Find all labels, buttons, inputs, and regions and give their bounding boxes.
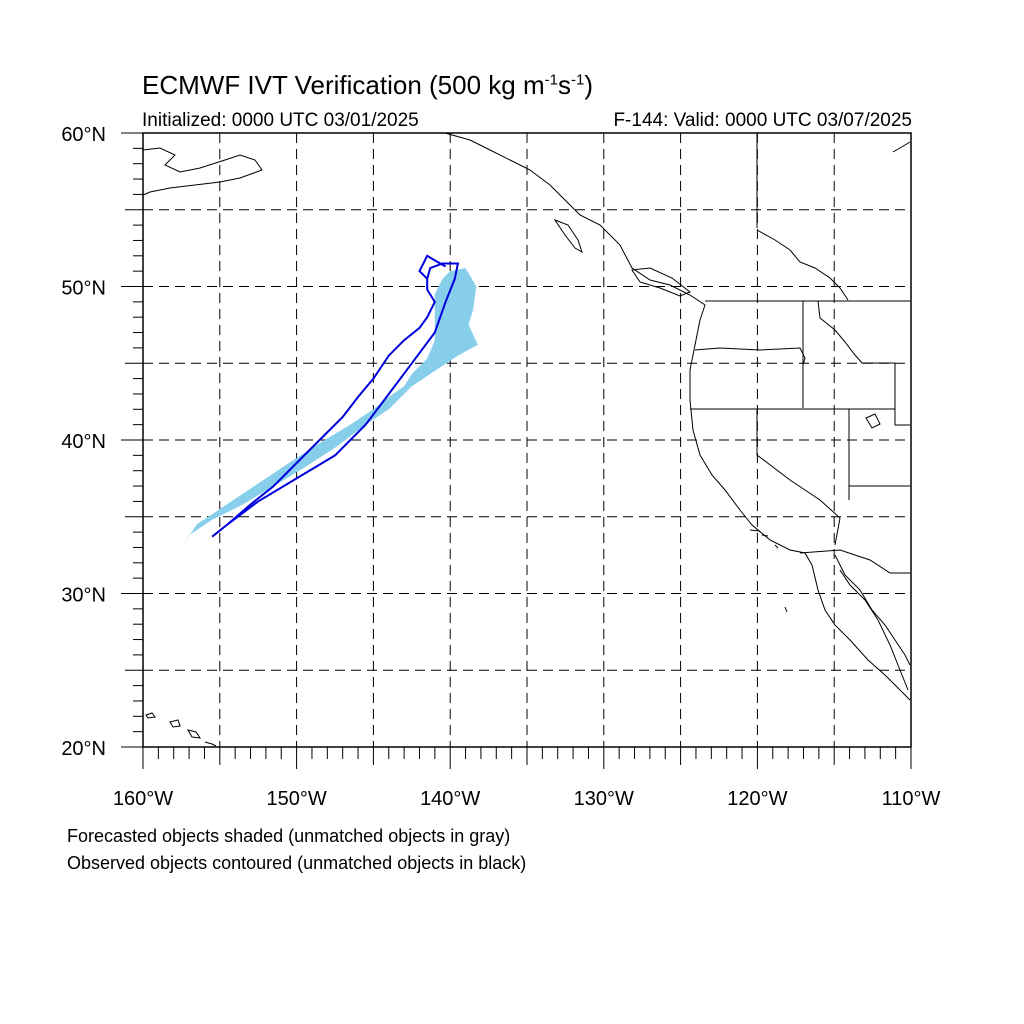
- observed-legend-note: Observed objects contoured (unmatched ob…: [67, 853, 527, 873]
- island-hawaii-3: [186, 729, 202, 739]
- coastline-alaska: [142, 147, 263, 196]
- lon-tick-label: 150°W: [266, 788, 326, 810]
- island-guadalupe: [784, 606, 788, 613]
- island-haida-gwaii: [553, 218, 583, 254]
- ivt-objects: [181, 254, 478, 548]
- coastline-alaska-ne: [892, 141, 911, 153]
- border-id-wy: [894, 363, 910, 426]
- border-az-ca: [834, 517, 841, 546]
- political-borders: [690, 133, 910, 574]
- map-title: ECMWF IVT Verification (500 kg m-1s-1): [142, 70, 593, 100]
- longitude-labels: 160°W 150°W 140°W 130°W 120°W 110°W: [113, 788, 941, 810]
- lat-tick-label: 60°N: [61, 124, 106, 146]
- observed-object-contour: [211, 262, 460, 538]
- lon-tick-label: 120°W: [727, 788, 787, 810]
- island-hawaii-1: [145, 712, 156, 719]
- island-vancouver: [631, 267, 691, 297]
- lat-tick-label: 50°N: [61, 278, 106, 300]
- lon-tick-label: 140°W: [420, 788, 480, 810]
- coastlines: [142, 132, 911, 747]
- forecast-legend-note: Forecasted objects shaded (unmatched obj…: [67, 826, 511, 846]
- lon-tick-label: 110°W: [882, 788, 941, 810]
- coastline-west-coast: [444, 132, 911, 701]
- observed-object-contour-hook: [418, 254, 447, 280]
- coastline-mainland-mexico: [839, 569, 909, 691]
- border-wa-or: [694, 347, 806, 366]
- island-channel: [749, 529, 779, 549]
- island-hawaii-2: [169, 719, 181, 728]
- lat-tick-label: 40°N: [61, 431, 106, 453]
- lon-tick-label: 130°W: [574, 788, 634, 810]
- axis-ticks: [121, 132, 912, 769]
- lat-lon-grid: [143, 133, 911, 747]
- lake-great-salt: [865, 413, 881, 429]
- lat-tick-label: 30°N: [61, 585, 106, 607]
- lon-tick-label: 160°W: [113, 788, 173, 810]
- forecast-object-shaded: [181, 268, 478, 548]
- valid-time: F-144: Valid: 0000 UTC 03/07/2025: [613, 110, 912, 131]
- lat-tick-label: 20°N: [61, 738, 106, 760]
- island-hawaii-4: [204, 741, 217, 747]
- border-ca-nv: [756, 409, 841, 519]
- initialized-time: Initialized: 0000 UTC 03/01/2025: [142, 110, 419, 131]
- latitude-labels: 60°N 50°N 40°N 30°N 20°N: [61, 124, 106, 760]
- coastline-baja-inner: [834, 554, 911, 666]
- border-us-mexico: [799, 549, 910, 574]
- border-id-mt: [817, 300, 895, 364]
